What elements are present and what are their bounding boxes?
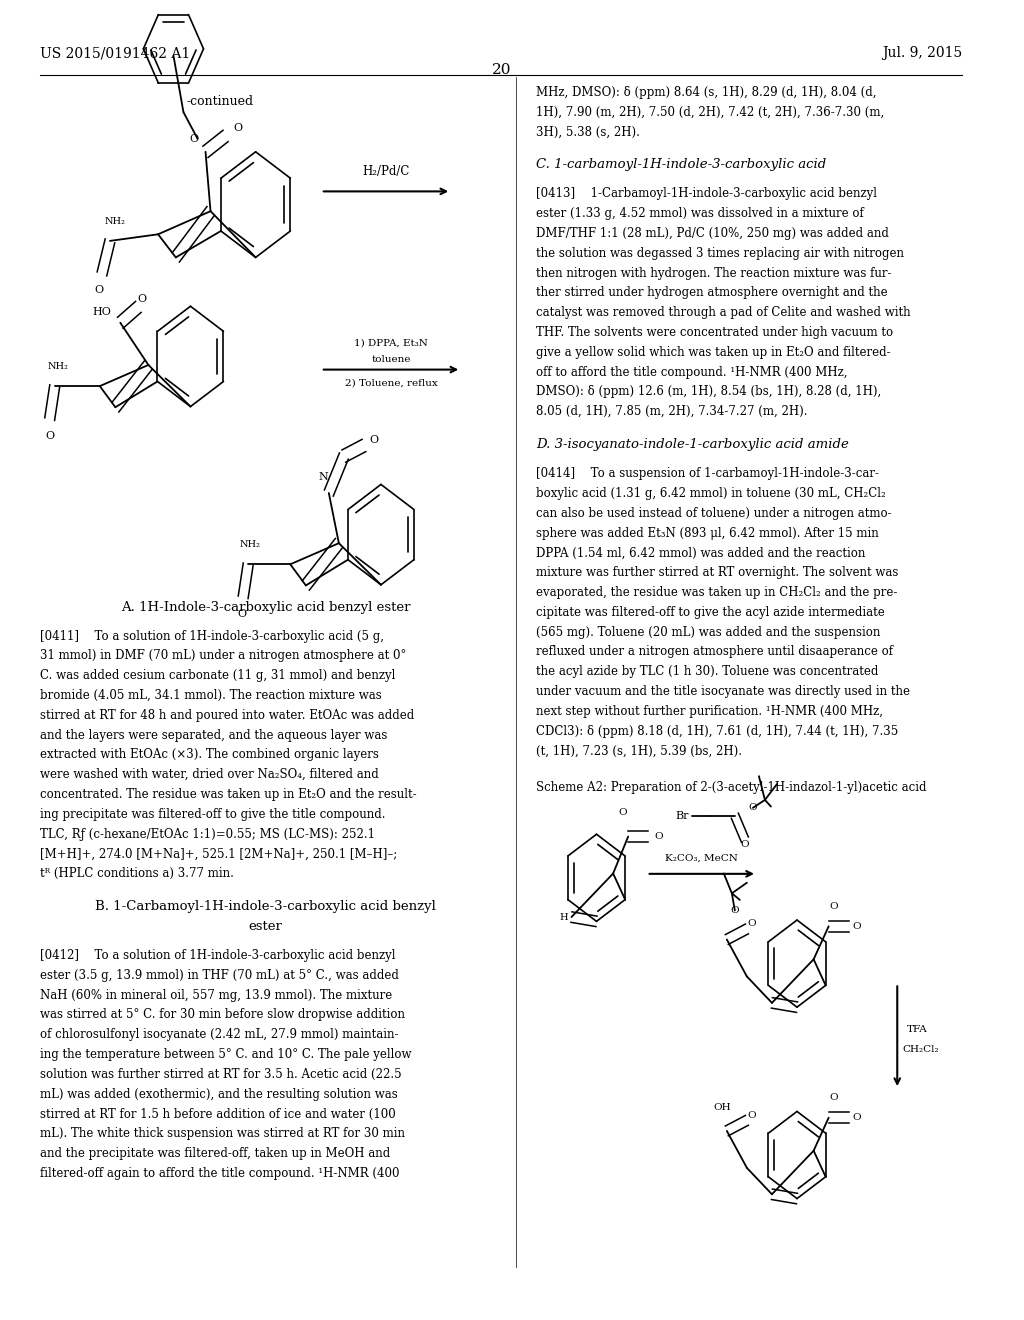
Text: O: O — [45, 432, 54, 441]
Text: O: O — [618, 808, 628, 817]
Text: tᴿ (HPLC conditions a) 3.77 min.: tᴿ (HPLC conditions a) 3.77 min. — [40, 867, 233, 880]
Text: DMF/THF 1:1 (28 mL), Pd/C (10%, 250 mg) was added and: DMF/THF 1:1 (28 mL), Pd/C (10%, 250 mg) … — [537, 227, 889, 240]
Text: B. 1-Carbamoyl-1H-indole-3-carboxylic acid benzyl: B. 1-Carbamoyl-1H-indole-3-carboxylic ac… — [95, 900, 436, 913]
Text: give a yellow solid which was taken up in Et₂O and filtered-: give a yellow solid which was taken up i… — [537, 346, 891, 359]
Text: was stirred at 5° C. for 30 min before slow dropwise addition: was stirred at 5° C. for 30 min before s… — [40, 1008, 406, 1022]
Text: US 2015/0191462 A1: US 2015/0191462 A1 — [40, 46, 190, 61]
Text: 31 mmol) in DMF (70 mL) under a nitrogen atmosphere at 0°: 31 mmol) in DMF (70 mL) under a nitrogen… — [40, 649, 407, 663]
Text: ester (3.5 g, 13.9 mmol) in THF (70 mL) at 5° C., was added: ester (3.5 g, 13.9 mmol) in THF (70 mL) … — [40, 969, 399, 982]
Text: next step without further purification. ¹H-NMR (400 MHz,: next step without further purification. … — [537, 705, 884, 718]
Text: O: O — [370, 436, 379, 445]
Text: O: O — [94, 285, 103, 294]
Text: K₂CO₃, MeCN: K₂CO₃, MeCN — [666, 854, 738, 862]
Text: CDCl3): δ (ppm) 8.18 (d, 1H), 7.61 (d, 1H), 7.44 (t, 1H), 7.35: CDCl3): δ (ppm) 8.18 (d, 1H), 7.61 (d, 1… — [537, 725, 899, 738]
Text: off to afford the title compound. ¹H-NMR (400 MHz,: off to afford the title compound. ¹H-NMR… — [537, 366, 848, 379]
Text: MHz, DMSO): δ (ppm) 8.64 (s, 1H), 8.29 (d, 1H), 8.04 (d,: MHz, DMSO): δ (ppm) 8.64 (s, 1H), 8.29 (… — [537, 86, 877, 99]
Text: O: O — [138, 294, 146, 304]
Text: 20: 20 — [492, 63, 511, 78]
Text: TLC, Rƒ (c-hexane/EtOAc 1:1)=0.55; MS (LC-MS): 252.1: TLC, Rƒ (c-hexane/EtOAc 1:1)=0.55; MS (L… — [40, 828, 375, 841]
Text: -continued: -continued — [187, 95, 254, 108]
Text: evaporated, the residue was taken up in CH₂Cl₂ and the pre-: evaporated, the residue was taken up in … — [537, 586, 898, 599]
Text: 1H), 7.90 (m, 2H), 7.50 (d, 2H), 7.42 (t, 2H), 7.36-7.30 (m,: 1H), 7.90 (m, 2H), 7.50 (d, 2H), 7.42 (t… — [537, 106, 885, 119]
Text: concentrated. The residue was taken up in Et₂O and the result-: concentrated. The residue was taken up i… — [40, 788, 417, 801]
Text: ester (1.33 g, 4.52 mmol) was dissolved in a mixture of: ester (1.33 g, 4.52 mmol) was dissolved … — [537, 207, 864, 220]
Text: ester: ester — [249, 920, 283, 933]
Text: O: O — [748, 919, 756, 928]
Text: 2) Toluene, reflux: 2) Toluene, reflux — [345, 379, 437, 387]
Text: the solution was degassed 3 times replacing air with nitrogen: the solution was degassed 3 times replac… — [537, 247, 904, 260]
Text: catalyst was removed through a pad of Celite and washed with: catalyst was removed through a pad of Ce… — [537, 306, 911, 319]
Text: ing the temperature between 5° C. and 10° C. The pale yellow: ing the temperature between 5° C. and 10… — [40, 1048, 412, 1061]
Text: toluene: toluene — [372, 355, 411, 363]
Text: NH₂: NH₂ — [240, 540, 261, 549]
Text: were washed with water, dried over Na₂SO₄, filtered and: were washed with water, dried over Na₂SO… — [40, 768, 379, 781]
Text: O: O — [654, 832, 663, 841]
Text: Br: Br — [675, 810, 688, 821]
Text: the acyl azide by TLC (1 h 30). Toluene was concentrated: the acyl azide by TLC (1 h 30). Toluene … — [537, 665, 879, 678]
Text: O: O — [748, 1110, 756, 1119]
Text: D. 3-isocyanato-indole-1-carboxylic acid amide: D. 3-isocyanato-indole-1-carboxylic acid… — [537, 438, 849, 451]
Text: O: O — [829, 902, 838, 911]
Text: [0412]  To a solution of 1H-indole-3-carboxylic acid benzyl: [0412] To a solution of 1H-indole-3-carb… — [40, 949, 395, 962]
Text: OH: OH — [713, 1102, 731, 1111]
Text: [0413]  1-Carbamoyl-1H-indole-3-carboxylic acid benzyl: [0413] 1-Carbamoyl-1H-indole-3-carboxyli… — [537, 187, 878, 201]
Text: O: O — [740, 841, 750, 849]
Text: ing precipitate was filtered-off to give the title compound.: ing precipitate was filtered-off to give… — [40, 808, 386, 821]
Text: N: N — [318, 473, 329, 482]
Text: mL) was added (exothermic), and the resulting solution was: mL) was added (exothermic), and the resu… — [40, 1088, 398, 1101]
Text: 8.05 (d, 1H), 7.85 (m, 2H), 7.34-7.27 (m, 2H).: 8.05 (d, 1H), 7.85 (m, 2H), 7.34-7.27 (m… — [537, 405, 808, 418]
Text: can also be used instead of toluene) under a nitrogen atmo-: can also be used instead of toluene) und… — [537, 507, 892, 520]
Text: O: O — [233, 123, 242, 133]
Text: H₂/Pd/C: H₂/Pd/C — [362, 165, 410, 178]
Text: O: O — [238, 610, 247, 619]
Text: O: O — [188, 133, 198, 144]
Text: (565 mg). Toluene (20 mL) was added and the suspension: (565 mg). Toluene (20 mL) was added and … — [537, 626, 881, 639]
Text: and the precipitate was filtered-off, taken up in MeOH and: and the precipitate was filtered-off, ta… — [40, 1147, 390, 1160]
Text: A. 1H-Indole-3-carboxylic acid benzyl ester: A. 1H-Indole-3-carboxylic acid benzyl es… — [121, 601, 411, 614]
Text: DPPA (1.54 ml, 6.42 mmol) was added and the reaction: DPPA (1.54 ml, 6.42 mmol) was added and … — [537, 546, 865, 560]
Text: [0414]  To a suspension of 1-carbamoyl-1H-indole-3-car-: [0414] To a suspension of 1-carbamoyl-1H… — [537, 467, 880, 480]
Text: solution was further stirred at RT for 3.5 h. Acetic acid (22.5: solution was further stirred at RT for 3… — [40, 1068, 401, 1081]
Text: cipitate was filtered-off to give the acyl azide intermediate: cipitate was filtered-off to give the ac… — [537, 606, 885, 619]
Text: sphere was added Et₃N (893 μl, 6.42 mmol). After 15 min: sphere was added Et₃N (893 μl, 6.42 mmol… — [537, 527, 879, 540]
Text: of chlorosulfonyl isocyanate (2.42 mL, 27.9 mmol) maintain-: of chlorosulfonyl isocyanate (2.42 mL, 2… — [40, 1028, 398, 1041]
Text: NaH (60% in mineral oil, 557 mg, 13.9 mmol). The mixture: NaH (60% in mineral oil, 557 mg, 13.9 mm… — [40, 989, 392, 1002]
Text: HO: HO — [93, 308, 112, 317]
Text: Scheme A2: Preparation of 2-(3-acetyl-1H-indazol-1-yl)acetic acid: Scheme A2: Preparation of 2-(3-acetyl-1H… — [537, 781, 927, 795]
Text: O: O — [829, 1093, 838, 1102]
Text: 1) DPPA, Et₃N: 1) DPPA, Et₃N — [354, 339, 428, 347]
Text: C. was added cesium carbonate (11 g, 31 mmol) and benzyl: C. was added cesium carbonate (11 g, 31 … — [40, 669, 395, 682]
Text: [M+H]+, 274.0 [M+Na]+, 525.1 [2M+Na]+, 250.1 [M–H]–;: [M+H]+, 274.0 [M+Na]+, 525.1 [2M+Na]+, 2… — [40, 847, 397, 861]
Text: C. 1-carbamoyl-1H-indole-3-carboxylic acid: C. 1-carbamoyl-1H-indole-3-carboxylic ac… — [537, 158, 826, 172]
Text: extracted with EtOAc (×3). The combined organic layers: extracted with EtOAc (×3). The combined … — [40, 748, 379, 762]
Text: then nitrogen with hydrogen. The reaction mixture was fur-: then nitrogen with hydrogen. The reactio… — [537, 267, 892, 280]
Text: CH₂Cl₂: CH₂Cl₂ — [902, 1045, 939, 1053]
Text: boxylic acid (1.31 g, 6.42 mmol) in toluene (30 mL, CH₂Cl₂: boxylic acid (1.31 g, 6.42 mmol) in tolu… — [537, 487, 886, 500]
Text: O: O — [730, 906, 739, 915]
Text: ther stirred under hydrogen atmosphere overnight and the: ther stirred under hydrogen atmosphere o… — [537, 286, 888, 300]
Text: mL). The white thick suspension was stirred at RT for 30 min: mL). The white thick suspension was stir… — [40, 1127, 406, 1140]
Text: refluxed under a nitrogen atmosphere until disaaperance of: refluxed under a nitrogen atmosphere unt… — [537, 645, 893, 659]
Text: O: O — [749, 804, 757, 812]
Text: filtered-off again to afford the title compound. ¹H-NMR (400: filtered-off again to afford the title c… — [40, 1167, 399, 1180]
Text: 3H), 5.38 (s, 2H).: 3H), 5.38 (s, 2H). — [537, 125, 640, 139]
Text: mixture was further stirred at RT overnight. The solvent was: mixture was further stirred at RT overni… — [537, 566, 899, 579]
Text: H: H — [559, 912, 567, 921]
Text: stirred at RT for 48 h and poured into water. EtOAc was added: stirred at RT for 48 h and poured into w… — [40, 709, 415, 722]
Text: stirred at RT for 1.5 h before addition of ice and water (100: stirred at RT for 1.5 h before addition … — [40, 1107, 396, 1121]
Text: TFA: TFA — [907, 1026, 928, 1034]
Text: Jul. 9, 2015: Jul. 9, 2015 — [882, 46, 963, 61]
Text: bromide (4.05 mL, 34.1 mmol). The reaction mixture was: bromide (4.05 mL, 34.1 mmol). The reacti… — [40, 689, 382, 702]
Text: DMSO): δ (ppm) 12.6 (m, 1H), 8.54 (bs, 1H), 8.28 (d, 1H),: DMSO): δ (ppm) 12.6 (m, 1H), 8.54 (bs, 1… — [537, 385, 882, 399]
Text: O: O — [852, 1113, 861, 1122]
Text: [0411]  To a solution of 1H-indole-3-carboxylic acid (5 g,: [0411] To a solution of 1H-indole-3-carb… — [40, 630, 384, 643]
Text: NH₂: NH₂ — [104, 216, 125, 226]
Text: under vacuum and the title isocyanate was directly used in the: under vacuum and the title isocyanate wa… — [537, 685, 910, 698]
Text: and the layers were separated, and the aqueous layer was: and the layers were separated, and the a… — [40, 729, 387, 742]
Text: NH₂: NH₂ — [47, 362, 69, 371]
Text: O: O — [852, 921, 861, 931]
Text: (t, 1H), 7.23 (s, 1H), 5.39 (bs, 2H).: (t, 1H), 7.23 (s, 1H), 5.39 (bs, 2H). — [537, 744, 742, 758]
Text: THF. The solvents were concentrated under high vacuum to: THF. The solvents were concentrated unde… — [537, 326, 894, 339]
